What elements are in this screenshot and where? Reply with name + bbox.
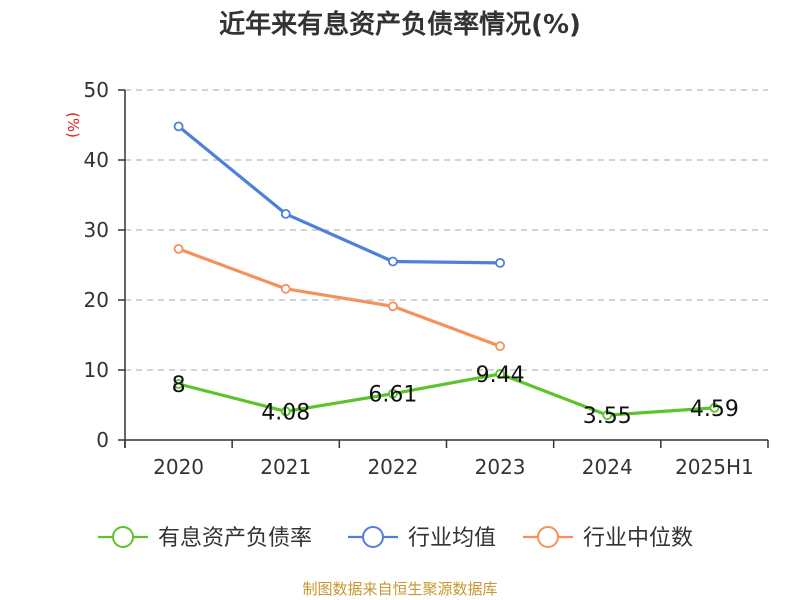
data-point-0-0 [173,379,184,389]
series-line-0 [178,372,715,417]
data-point-2-2 [388,301,398,312]
y-axis-label: (%) [64,112,82,138]
data-point-2-1 [280,283,291,294]
legend-label-2: 行业中位数 [583,526,693,551]
data-point-1-3 [495,257,505,268]
data-point-0-4 [602,410,613,421]
x-tick-label-2023: 2023 [475,455,526,479]
data-point-2-3 [495,341,505,352]
legend-marker-2 [537,526,559,548]
grid-lines [125,89,768,371]
legend-label-1: 行业均值 [408,526,496,551]
x-tick-label-2022: 2022 [367,455,418,479]
data-point-0-2 [388,388,398,399]
data-label-3: 9.44 [476,363,525,388]
y-tick-label-40: 40 [84,148,109,172]
data-point-2-0 [173,243,184,254]
x-tick-label-2025H1: 2025H1 [675,455,754,479]
legend-marker-1 [362,526,384,548]
data-point-1-1 [280,208,291,219]
data-point-1-2 [388,256,398,267]
legend-marker-0 [112,526,134,548]
y-tick-label-30: 30 [84,218,109,242]
data-label-1: 4.08 [261,400,310,425]
y-tick-label-10: 10 [84,358,109,382]
y-tick-label-20: 20 [84,288,109,312]
legend-label-0: 有息资产负债率 [158,526,312,551]
series-group: 8 4.08 6.61 9.44 3.55 4.59 [172,121,739,429]
data-point-1-0 [173,121,184,132]
x-tick-label-2020: 2020 [153,455,204,479]
data-label-2: 6.61 [368,383,417,408]
data-point-0-3 [495,369,505,379]
data-point-0-5 [709,402,720,413]
data-label-5: 4.59 [690,397,739,422]
series-line-1 [177,125,501,265]
chart-title: 近年来有息资产负债率情况(%) [219,9,581,40]
axes: 0 10 20 30 40 50 2020 2021 2022 2023 2024 2025H1 [84,78,769,479]
source-footer: 制图数据来自恒生聚源数据库 [302,580,497,598]
x-tick-label-2024: 2024 [582,455,633,479]
data-label-4: 3.55 [583,404,632,429]
series-line-2 [178,247,501,348]
x-tick-label-2021: 2021 [260,455,311,479]
data-label-0: 8 [172,373,186,398]
y-tick-label-50: 50 [84,78,109,102]
legend: 有息资产负债率 行业均值 行业中位数 [98,526,693,551]
y-tick-label-0: 0 [96,428,109,452]
data-point-0-1 [280,406,291,417]
